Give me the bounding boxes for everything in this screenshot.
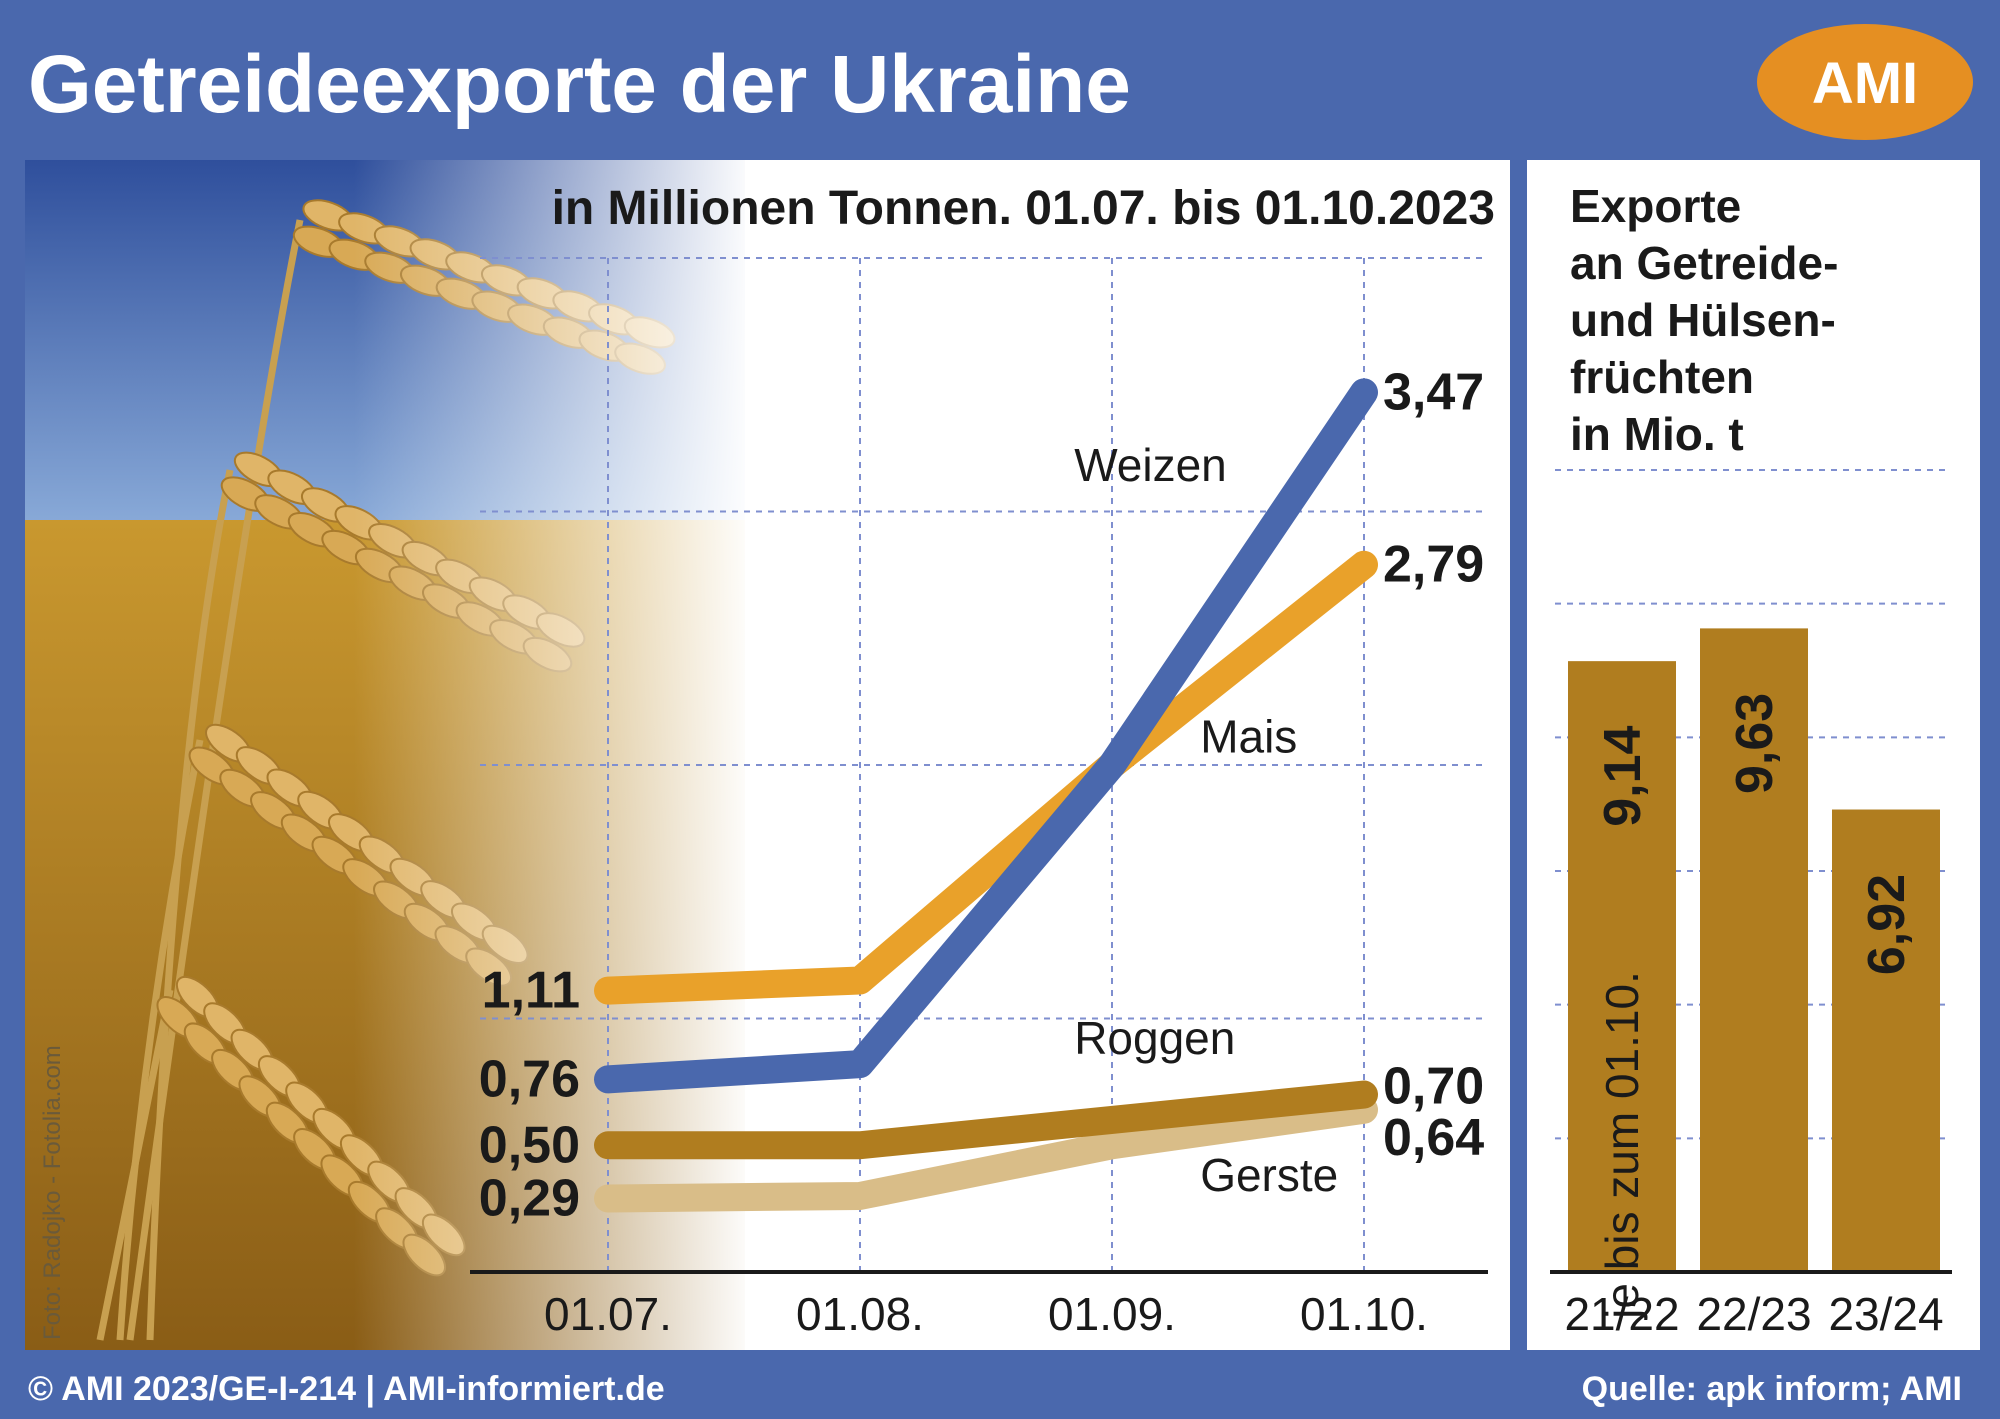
bar-chart-title-line: in Mio. t [1570, 408, 1744, 460]
series-name-roggen: Roggen [1074, 1012, 1235, 1064]
line-chart: in Millionen Tonnen. 01.07. bis 01.10.20… [470, 182, 1495, 1340]
bar-22-23 [1700, 628, 1808, 1272]
bar-chart-title-line: an Getreide- [1570, 237, 1838, 289]
series-name-weizen: Weizen [1074, 439, 1227, 491]
line-chart-labels: 0,76 1,11 0,500,29 3,47 2,79 0,700,64 Weizen Ma… [479, 363, 1485, 1227]
end-value-label-gerste: 0,64 [1383, 1109, 1484, 1167]
x-tick-label: 01.08. [796, 1288, 924, 1340]
end-value-label-roggen: 0,70 [1383, 1058, 1484, 1116]
end-value-label-mais: 2,79 [1383, 536, 1484, 594]
footer-copyright: © AMI 2023/GE-I-214 | AMI-informiert.de [28, 1370, 665, 1408]
logo-text: AMI [1812, 51, 1918, 116]
bar-21-22 [1568, 661, 1676, 1272]
bar-category-label: 23/24 [1828, 1288, 1943, 1340]
start-value-label-roggen: 0,50 [479, 1116, 580, 1174]
line-chart-x-axis: 01.07. 01.08. 01.09. 01.10. [470, 1270, 1488, 1340]
bar-value-label: 9,63 [1726, 693, 1784, 794]
bar-annotation: je bis zum 01.10. [1596, 971, 1648, 1321]
ami-logo: AMI [1757, 24, 1973, 140]
bar-chart-title-line: Exporte [1570, 180, 1741, 232]
start-value-label-gerste: 0,29 [479, 1169, 580, 1227]
x-tick-label: 01.09. [1048, 1288, 1176, 1340]
footer-source: Quelle: apk inform; AMI [1582, 1370, 1962, 1408]
series-line-gerste [594, 1095, 1378, 1213]
series-name-mais: Mais [1200, 710, 1297, 762]
x-tick-label: 01.07. [544, 1288, 672, 1340]
page-title: Getreideexporte der Ukraine [28, 39, 1131, 130]
wheat-photo [25, 160, 755, 1350]
bar-chart-bars: 9,14 9,63 6,92 je bis zum 01.10. [1568, 628, 1940, 1321]
x-tick-label: 01.10. [1300, 1288, 1428, 1340]
bar-value-label: 9,14 [1594, 725, 1652, 826]
chart-subtitle: in Millionen Tonnen. 01.07. bis 01.10.20… [552, 182, 1495, 235]
series-name-gerste: Gerste [1200, 1149, 1338, 1201]
series-line-weizen [594, 378, 1378, 1094]
start-value-label-mais: 1,11 [482, 962, 580, 1020]
bar-23-24 [1832, 809, 1940, 1272]
photo-credit: Foto: Radojko - Fotolia.com [39, 1045, 66, 1340]
bar-value-label: 6,92 [1858, 874, 1916, 975]
start-value-label-weizen: 0,76 [479, 1050, 580, 1108]
series-line-roggen [594, 1080, 1378, 1160]
bar-chart-title-line: und Hülsen- [1570, 294, 1836, 346]
bar-chart-x-axis: 21/22 22/23 23/24 [1550, 1270, 1952, 1340]
end-value-label-weizen: 3,47 [1383, 363, 1484, 421]
line-chart-series [594, 378, 1378, 1213]
bar-chart-title-line: früchten [1570, 351, 1754, 403]
series-line-mais [594, 550, 1378, 1005]
bar-category-label: 22/23 [1696, 1288, 1811, 1340]
bar-category-label: 21/22 [1564, 1288, 1679, 1340]
